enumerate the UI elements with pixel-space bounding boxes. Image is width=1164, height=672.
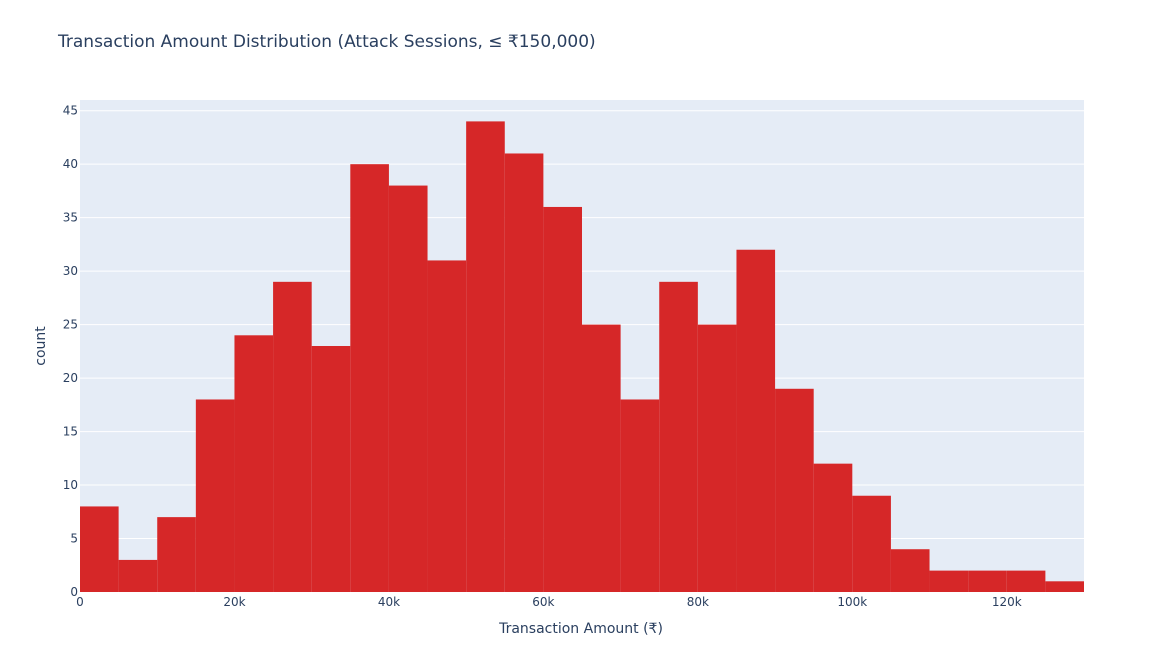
histogram-bar[interactable] <box>80 506 119 592</box>
histogram-bar[interactable] <box>543 206 582 592</box>
y-tick-label: 45 <box>63 104 78 118</box>
histogram-bar[interactable] <box>273 281 312 592</box>
y-tick-label: 30 <box>63 264 78 278</box>
x-tick-label: 100k <box>837 595 867 609</box>
x-tick-label: 40k <box>378 595 400 609</box>
histogram-bar[interactable] <box>466 121 505 593</box>
histogram-bar[interactable] <box>427 260 467 592</box>
y-axis-ticks: 0 5 10 15 20 25 30 35 40 45 <box>63 104 78 599</box>
x-axis-title: Transaction Amount (₹) <box>498 621 663 637</box>
histogram-bar[interactable] <box>157 517 196 592</box>
histogram-bar[interactable] <box>582 324 621 592</box>
x-tick-label: 120k <box>992 595 1022 609</box>
histogram-bar[interactable] <box>388 185 428 592</box>
histogram-bar[interactable] <box>234 335 274 592</box>
histogram-bar[interactable] <box>697 324 737 592</box>
y-axis-title: count <box>33 326 49 366</box>
bars <box>80 121 1084 593</box>
x-tick-label: 0 <box>76 595 84 609</box>
histogram-bar[interactable] <box>195 399 235 592</box>
y-tick-label: 15 <box>63 425 78 439</box>
y-tick-label: 20 <box>63 371 78 385</box>
x-tick-label: 60k <box>532 595 554 609</box>
histogram-bar[interactable] <box>813 463 853 592</box>
y-tick-label: 0 <box>70 585 78 599</box>
histogram-bar[interactable] <box>929 570 969 592</box>
histogram-bar[interactable] <box>1045 581 1084 592</box>
histogram-bar[interactable] <box>620 399 660 592</box>
histogram-bar[interactable] <box>659 281 698 592</box>
histogram-bar[interactable] <box>350 164 389 592</box>
x-tick-label: 20k <box>223 595 245 609</box>
y-tick-label: 10 <box>63 478 78 492</box>
x-tick-label: 80k <box>687 595 709 609</box>
histogram-bar[interactable] <box>118 559 158 592</box>
histogram-bar[interactable] <box>852 495 891 592</box>
histogram-bar[interactable] <box>890 549 930 592</box>
histogram-bar[interactable] <box>504 153 544 592</box>
x-axis-ticks: 0 20k 40k 60k 80k 100k 120k <box>76 595 1022 609</box>
histogram-bar[interactable] <box>968 570 1007 592</box>
y-tick-label: 35 <box>63 211 78 225</box>
y-tick-label: 40 <box>63 157 78 171</box>
histogram-bar[interactable] <box>775 388 814 592</box>
y-tick-label: 25 <box>63 318 78 332</box>
histogram-bar[interactable] <box>311 346 351 592</box>
histogram-bar[interactable] <box>736 249 776 592</box>
chart-title: Transaction Amount Distribution (Attack … <box>58 32 596 52</box>
y-tick-label: 5 <box>70 532 78 546</box>
histogram-bar[interactable] <box>1006 570 1046 592</box>
